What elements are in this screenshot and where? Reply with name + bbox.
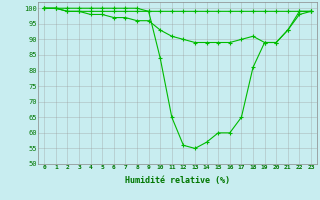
X-axis label: Humidité relative (%): Humidité relative (%) [125,176,230,185]
